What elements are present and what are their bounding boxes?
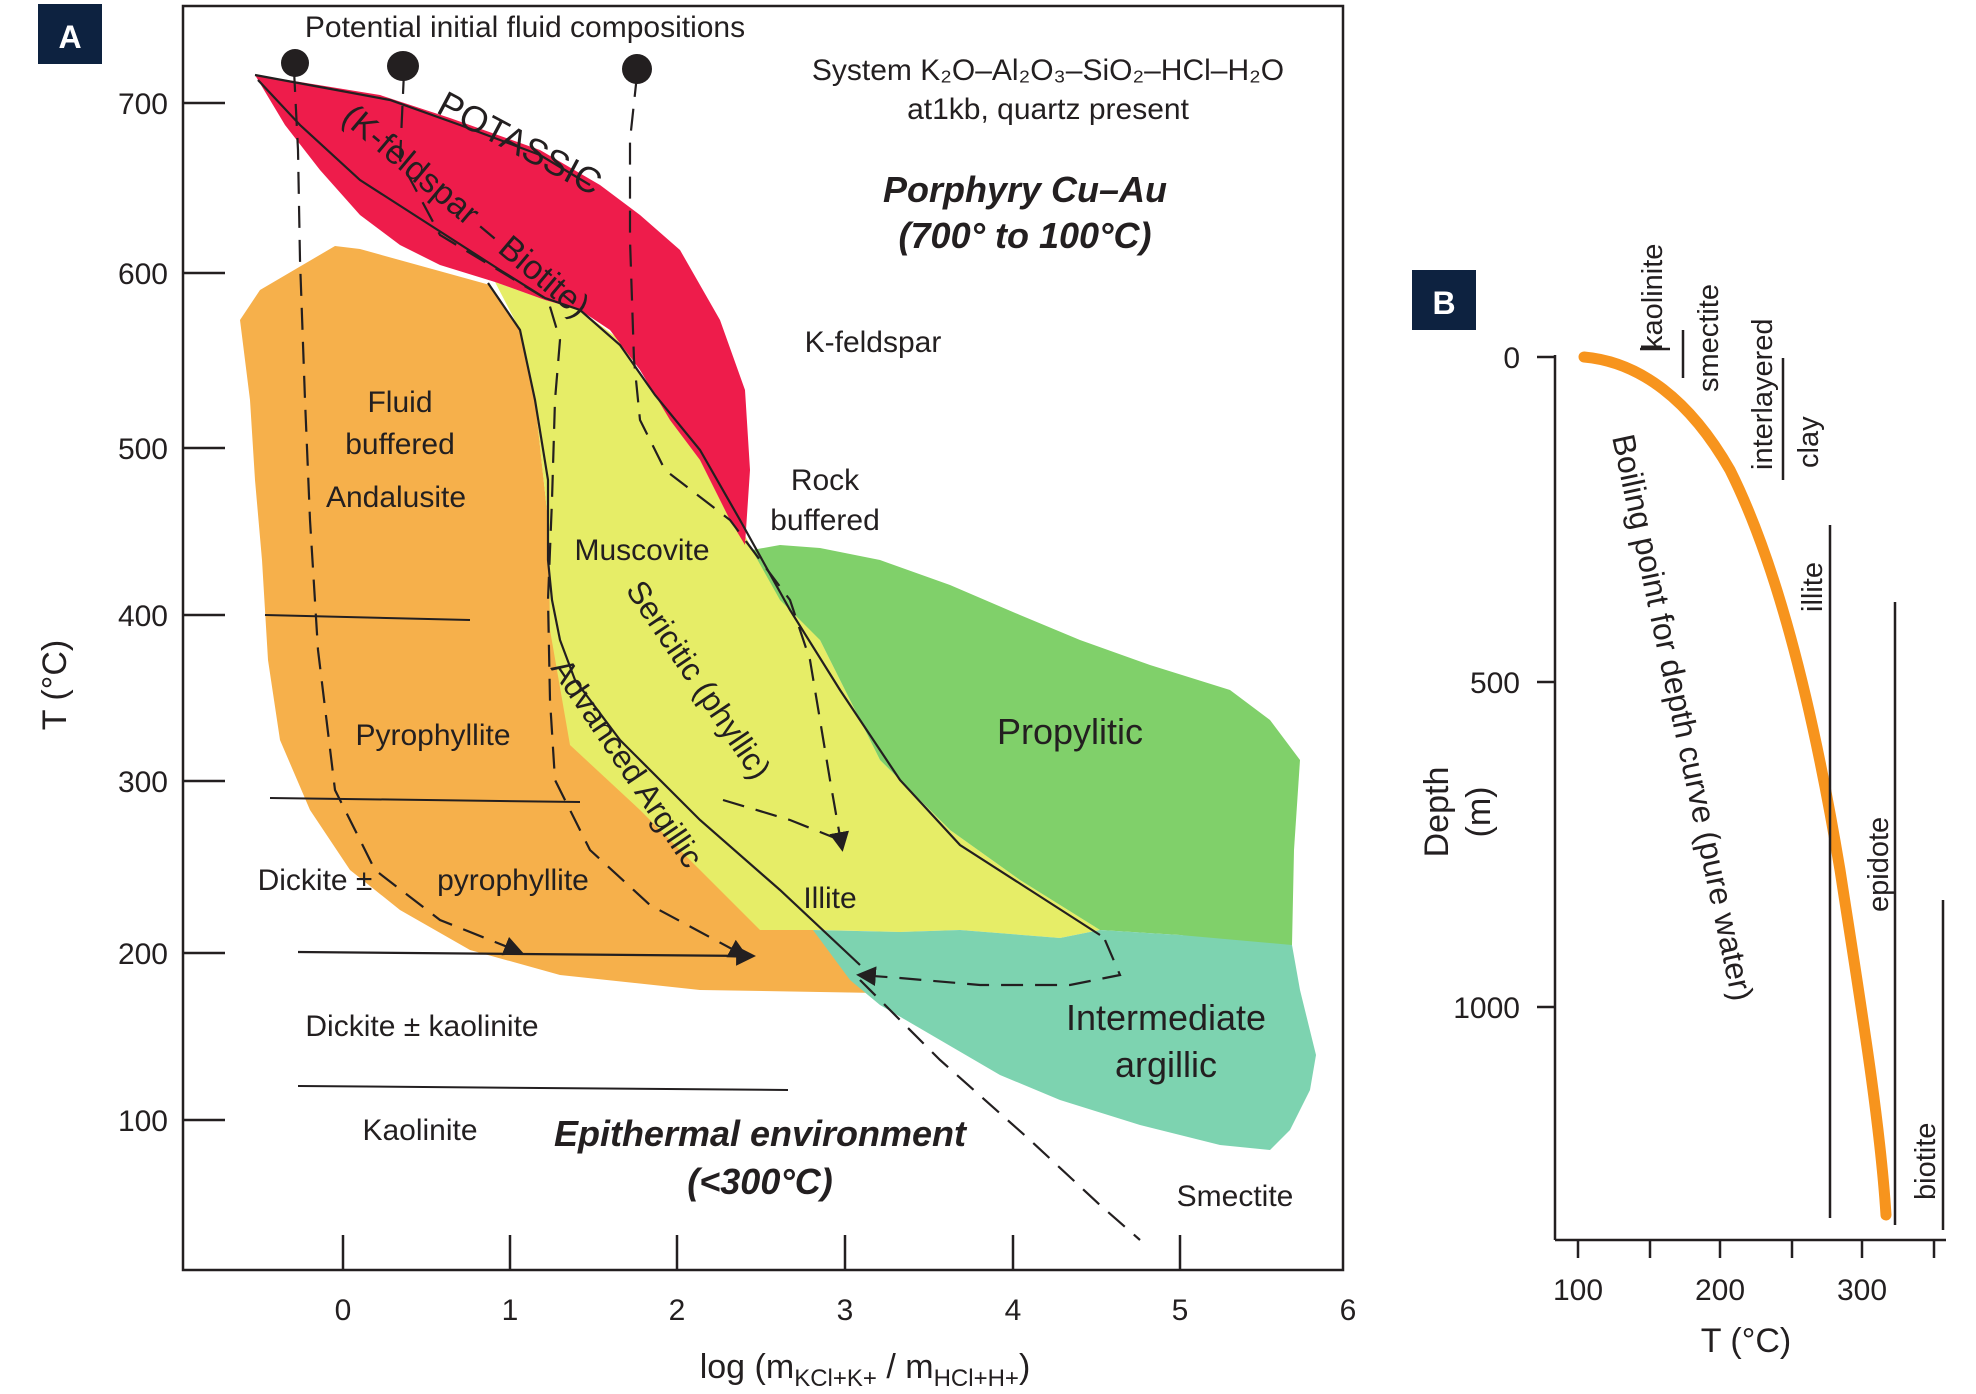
potassic-lower-boundary [257,79,1101,936]
intermediate-argillic-label-1: Intermediate [1066,997,1266,1038]
pyrophyllite-dickite-line [269,797,581,803]
system-label-line2: at1kb, quartz present [907,93,1190,126]
y-tick-100: 100 [118,1105,168,1138]
fluid-dot-2 [387,51,419,81]
porphyry-label-line2: (700° to 100°C) [899,215,1152,256]
sericitic-advanced-boundary [487,282,861,966]
panel-b: B 0 500 1000 100 200 300 Depth (m) T (°C… [1412,244,1946,1360]
panel-a-y-ticks [183,101,225,1122]
advanced-argillic-zone [240,246,878,993]
initial-fluid-header: Potential initial fluid compositions [305,11,745,44]
y-tick-500: 500 [118,433,168,466]
fluid-path-4 [722,798,841,842]
panel-b-badge [1412,270,1476,330]
smectite-label: Smectite [1177,1180,1294,1213]
b-x-tick-200: 200 [1695,1274,1745,1307]
y-tick-300: 300 [118,766,168,799]
b-biotite-label: biotite [1910,1123,1942,1200]
mineral-range-lines [1640,330,1945,1230]
panel-b-y-tick-labels: 0 500 1000 [1453,342,1520,1025]
x-tick-5: 5 [1172,1294,1189,1327]
x-tick-3: 3 [837,1294,854,1327]
b-interlayered-label: interlayered [1747,318,1779,470]
andalusite-pyrophyllite-line [264,614,471,621]
x-tick-1: 1 [502,1294,519,1327]
panel-a-x-ticks [341,1235,1182,1270]
panel-b-y-axis-label-2: (m) [1460,787,1498,838]
panel-a-badge [38,4,102,64]
b-x-tick-300: 300 [1837,1274,1887,1307]
b-clay-label: clay [1793,416,1825,468]
dickite-kaolinite-label: Dickite ± kaolinite [305,1010,538,1043]
x-tick-0: 0 [335,1294,352,1327]
propylitic-label: Propylitic [997,711,1143,752]
muscovite-label: Muscovite [574,534,709,567]
y-tick-600: 600 [118,258,168,291]
mineral-labels: Fluid buffered Andalusite Muscovite K-fe… [258,326,1294,1213]
k-feldspar-label: K-feldspar [805,326,942,359]
b-kaolinite-label: kaolinite [1637,244,1669,350]
dickite-pm-label: Dickite ± [258,864,373,897]
fluid-path-2 [398,71,749,958]
illite-label: Illite [803,882,856,915]
epithermal-label-line2: (<300°C) [687,1161,832,1202]
fluid-buffered-label-1: Fluid [367,386,432,419]
b-y-tick-1000: 1000 [1453,992,1520,1025]
initial-fluid-dots [281,49,652,84]
pyrophyllite-lc-label: pyrophyllite [437,864,589,897]
panel-a-plot-frame [181,4,1345,1272]
boiling-point-curve [1578,351,1892,1221]
b-illite-label: illite [1797,562,1829,612]
panel-b-badge-label: B [1432,285,1455,321]
rock-buffered-label-2: buffered [770,504,880,537]
intermediate-argillic-zone [813,930,1316,1150]
panel-a-y-tick-labels: 100 200 300 400 500 600 700 [118,88,168,1138]
t200-arrow-line [297,945,756,966]
fluid-buffered-label-2: buffered [345,428,455,461]
propylitic-zone [752,545,1300,948]
x-tick-2: 2 [669,1294,686,1327]
rock-buffered-label-1: Rock [791,464,860,497]
panel-b-ticks [1537,355,1936,1258]
panel-a-y-axis-label: T (°C) [36,640,74,730]
porphyry-label-line1: Porphyry Cu–Au [883,169,1167,210]
b-epidote-label: epidote [1863,817,1895,912]
panel-a-x-axis-label: log (mKCl+K+ / mHCl+H+) [700,1348,1031,1392]
panel-a-x-tick-labels: 0 1 2 3 4 5 6 [335,1294,1357,1327]
pyrophyllite-label: Pyrophyllite [355,719,510,752]
smectite-boundary-dashed [859,979,1141,1241]
fluid-dot-3 [622,54,652,84]
y-tick-400: 400 [118,600,168,633]
y-tick-200: 200 [118,938,168,971]
fluid-paths [292,69,1141,1241]
andalusite-label: Andalusite [326,481,466,514]
x-tick-4: 4 [1005,1294,1022,1327]
b-y-tick-0: 0 [1503,342,1520,375]
epithermal-label-line1: Epithermal environment [554,1113,968,1154]
kaolinite-label: Kaolinite [362,1114,477,1147]
panel-a: A [36,4,1356,1392]
fluid-dot-1 [281,49,309,77]
panel-b-x-axis-label: T (°C) [1701,1322,1791,1360]
x-tick-6: 6 [1340,1294,1357,1327]
intermediate-argillic-label-2: argillic [1115,1044,1217,1085]
dickite-kaolinite-line [297,1085,789,1091]
b-y-tick-500: 500 [1470,667,1520,700]
boiling-point-curve-label: Boiling point for depth curve (pure wate… [1605,431,1760,1004]
panel-a-badge-label: A [58,19,81,55]
b-smectite-label: smectite [1693,284,1725,392]
panel-b-y-axis-label-1: Depth [1418,767,1456,858]
system-label-line1: System K₂O–Al₂O₃–SiO₂–HCl–H₂O [812,54,1284,87]
y-tick-700: 700 [118,88,168,121]
fluid-path-1 [292,69,524,956]
panel-b-mineral-labels: kaolinite smectite interlayered clay ill… [1637,244,1942,1200]
potassic-upper-boundary [254,73,591,186]
panel-b-x-tick-labels: 100 200 300 [1553,1274,1887,1307]
b-x-tick-100: 100 [1553,1274,1603,1307]
